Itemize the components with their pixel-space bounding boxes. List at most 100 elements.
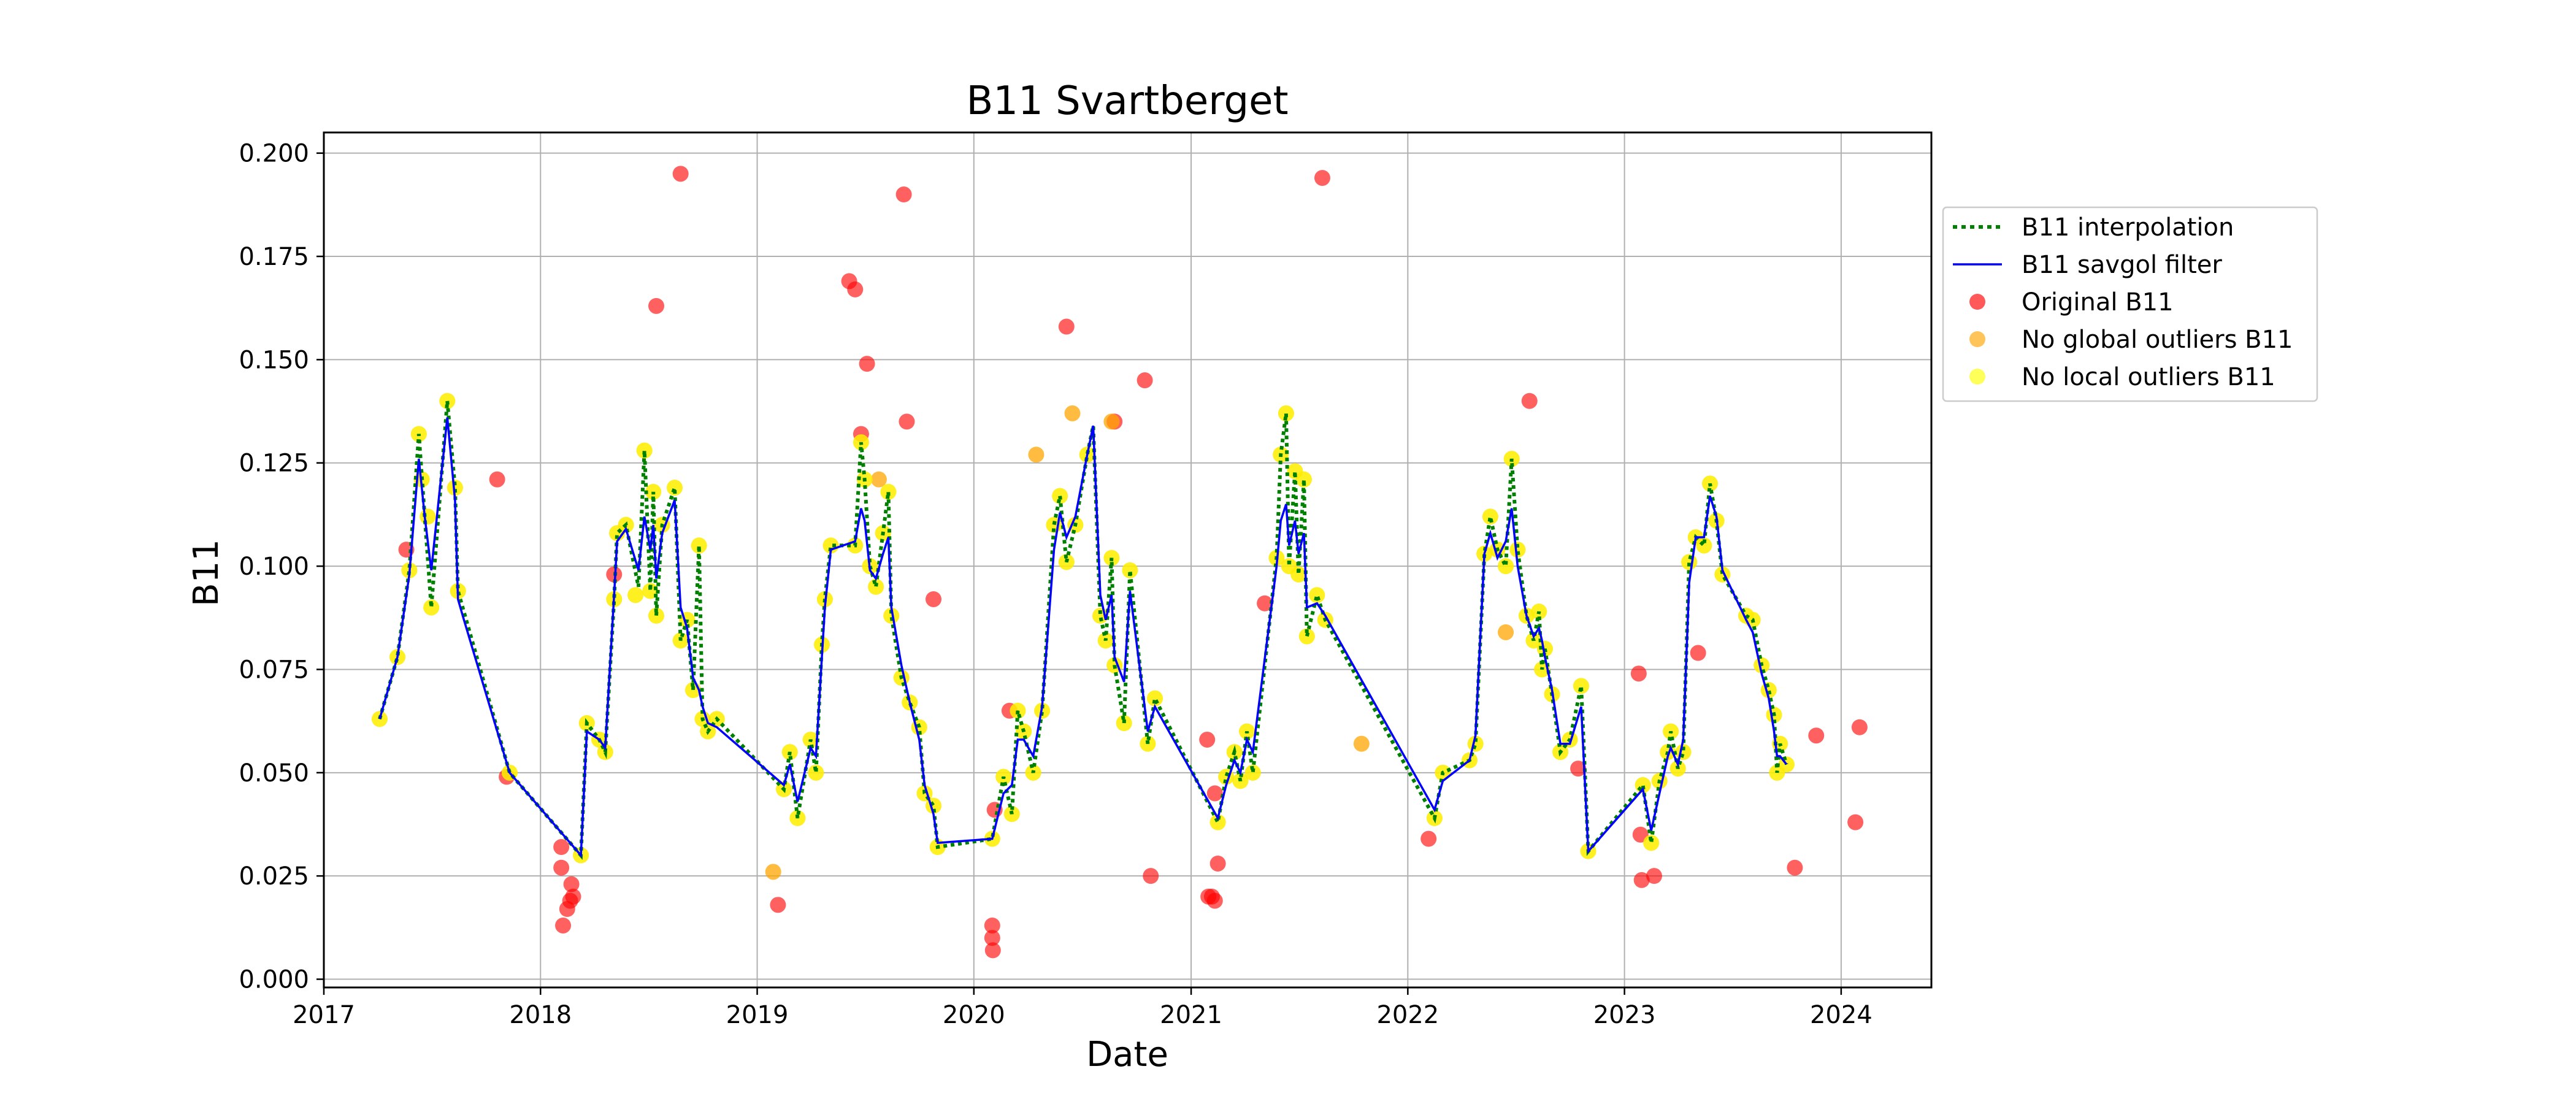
legend-label: B11 interpolation <box>2022 213 2234 242</box>
plot-frame <box>323 131 1933 989</box>
y-tick-label: 0.150 <box>239 346 309 374</box>
original-b11-point <box>1521 393 1538 409</box>
original-b11-point <box>1137 372 1153 389</box>
original-b11-point <box>1690 645 1706 661</box>
x-tick-label: 2024 <box>1810 1001 1873 1029</box>
plot-data <box>371 166 1868 959</box>
local-outlier-free-point <box>691 537 707 554</box>
global-outlier-free-point <box>765 864 781 880</box>
y-tick-label: 0.200 <box>239 140 309 168</box>
chart-title: B11 Svartberget <box>966 79 1288 124</box>
axes: 2017 2018 2019 2020 2021 2022 2023 2024 0.000 0.0… <box>239 140 1872 1029</box>
global-outlier-free-point <box>1064 405 1081 421</box>
legend: B11 interpolation B11 savgol filter Origin… <box>1942 206 2318 402</box>
global-outlier-free-point <box>1103 413 1120 430</box>
original-b11-point <box>847 281 864 297</box>
local-outlier-free-point <box>868 578 884 595</box>
legend-label: B11 savgol filter <box>2022 251 2222 279</box>
original-b11-point <box>553 859 570 876</box>
original-b11-point <box>1851 719 1868 735</box>
local-outlier-free-point <box>1244 764 1261 781</box>
local-outlier-free-point <box>1295 471 1312 488</box>
x-tick-label: 2021 <box>1160 1001 1222 1029</box>
original-b11-point <box>984 930 1000 946</box>
y-tick-label: 0.050 <box>239 759 309 788</box>
y-tick-label: 0.100 <box>239 553 309 581</box>
original-b11-point <box>1420 830 1437 847</box>
original-b11-point <box>1808 727 1825 744</box>
x-tick-label: 2022 <box>1376 1001 1439 1029</box>
original-b11-point <box>1633 872 1650 888</box>
original-b11-point <box>926 591 942 607</box>
local-outlier-free-point <box>1298 628 1315 645</box>
original-b11-point <box>553 839 570 856</box>
original-b11-point <box>1847 814 1864 830</box>
local-outlier-free-point <box>883 607 900 624</box>
original-b11-point <box>555 917 572 933</box>
local-outlier-free-point <box>1643 835 1660 851</box>
global-outlier-free-point <box>1353 735 1370 752</box>
legend-label: No global outliers B11 <box>2022 326 2293 354</box>
original-b11-point <box>1257 595 1273 611</box>
local-outlier-free-point <box>1278 405 1294 421</box>
legend-entry: No global outliers B11 <box>1969 326 2293 354</box>
y-axis-label: B11 <box>186 539 226 607</box>
original-b11-point <box>1206 892 1223 909</box>
local-outlier-free-point <box>1696 537 1712 554</box>
legend-entry: Original B11 <box>1969 288 2174 316</box>
original-b11-point <box>1314 170 1330 186</box>
y-tick-label: 0.175 <box>239 243 309 271</box>
y-tick-label: 0.125 <box>239 450 309 478</box>
legend-label: Original B11 <box>2022 288 2174 316</box>
local-outlier-free-point <box>1290 566 1307 583</box>
original-b11-point <box>563 876 580 892</box>
legend-entry: No local outliers B11 <box>1969 363 2275 391</box>
original-b11-point <box>1143 868 1159 884</box>
original-b11-point <box>1199 731 1216 748</box>
original-b11-point <box>1646 868 1663 884</box>
global-outlier-free-point <box>1028 447 1045 463</box>
legend-box <box>1942 206 2318 402</box>
original-b11-point <box>984 917 1000 933</box>
local-outlier-free-point <box>1116 715 1132 732</box>
local-outlier-free-point <box>439 393 456 409</box>
local-outlier-free-point <box>667 480 683 496</box>
original-b11-point <box>1630 665 1647 682</box>
original-b11-point <box>895 186 912 203</box>
y-tick-label: 0.075 <box>239 656 309 684</box>
original-b11-point <box>489 471 505 488</box>
local-outlier-free-point <box>1498 558 1514 575</box>
original-b11-point <box>648 297 665 314</box>
legend-marker-swatch <box>1969 294 1985 310</box>
original-b11-point <box>1570 761 1587 777</box>
local-outlier-free-point <box>880 483 897 500</box>
local-outlier-free-point <box>636 442 653 459</box>
original-b11-point <box>859 356 875 372</box>
global-outlier-free-point <box>1498 624 1514 640</box>
x-tick-label: 2017 <box>293 1001 355 1029</box>
local-outlier-free-point <box>1309 587 1325 604</box>
local-outlier-free-point <box>1147 690 1163 707</box>
original-b11-point <box>1209 855 1226 872</box>
original-b11-point <box>672 166 689 182</box>
local-outlier-free-point <box>1509 542 1526 558</box>
local-outlier-free-point <box>808 764 824 781</box>
savgol-filter-line <box>378 417 1788 858</box>
local-outlier-free-point <box>1209 814 1226 830</box>
local-outlier-free-point <box>627 587 644 604</box>
legend-marker-swatch <box>1969 331 1985 347</box>
local-outlier-free-point <box>648 607 665 624</box>
y-tick-label: 0.000 <box>239 966 309 994</box>
original-b11-point <box>899 413 915 430</box>
x-tick-label: 2018 <box>509 1001 572 1029</box>
local-outlier-free-point <box>1122 562 1138 578</box>
x-tick-label: 2020 <box>943 1001 1005 1029</box>
global-outlier-free-point <box>870 471 887 488</box>
original-b11-point <box>1787 859 1803 876</box>
x-axis-label: Date <box>1086 1035 1168 1075</box>
legend-entry: B11 savgol filter <box>1953 251 2222 279</box>
local-outlier-free-point <box>447 480 463 496</box>
x-tick-label: 2019 <box>726 1001 789 1029</box>
